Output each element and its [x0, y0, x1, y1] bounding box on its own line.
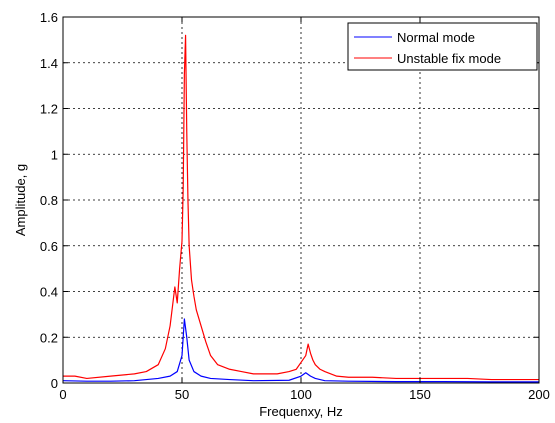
y-axis-label: Amplitude, g [13, 164, 28, 236]
legend-label-normal-mode: Normal mode [397, 30, 475, 45]
legend-label-unstable-fix-mode: Unstable fix mode [397, 51, 501, 66]
y-tick-label: 0.2 [40, 330, 58, 345]
series-layer [62, 34, 539, 383]
x-tick-label: 0 [59, 387, 66, 402]
y-tick-label: 0.8 [40, 193, 58, 208]
legend: Normal mode Unstable fix mode [347, 22, 538, 71]
grid [63, 17, 539, 383]
y-tick-label: 1.6 [40, 10, 58, 25]
x-tick-label: 50 [175, 387, 189, 402]
x-tick-label: 150 [409, 387, 431, 402]
y-tick-label: 0.6 [40, 239, 58, 254]
x-tick-label: 100 [290, 387, 312, 402]
y-tick-label: 0 [51, 376, 58, 391]
legend-box [347, 22, 538, 71]
y-tick-label: 0.4 [40, 285, 58, 300]
y-tick-label: 1 [51, 147, 58, 162]
series-line-unstable-fix-mode [63, 34, 539, 381]
x-axis-label: Frequenxy, Hz [259, 404, 343, 419]
x-tick-label: 200 [528, 387, 550, 402]
ticks: 0 50 100 150 200 0 0.2 0.4 0.6 0.8 1 1.2 1.4 1.6 [40, 10, 550, 402]
y-tick-label: 1.4 [40, 56, 58, 71]
y-tick-label: 1.2 [40, 102, 58, 117]
series-line-normal-mode [62, 318, 539, 383]
